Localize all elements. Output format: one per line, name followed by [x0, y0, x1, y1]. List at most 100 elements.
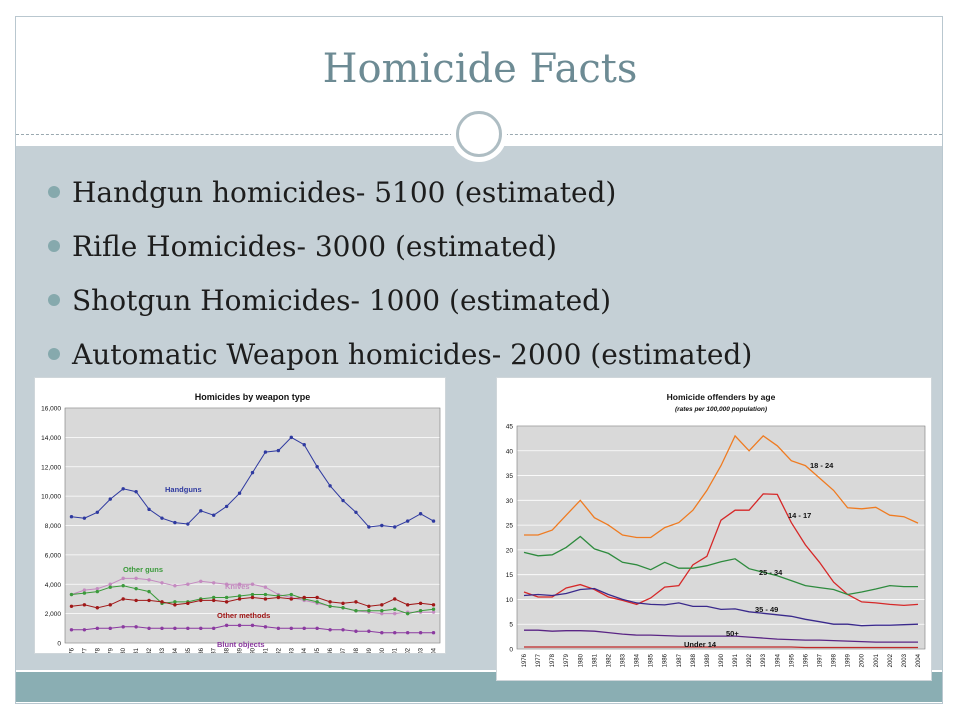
x-tick-label: 1983 — [621, 653, 627, 667]
x-tick-label: 2004 — [432, 647, 438, 653]
data-point — [405, 611, 410, 616]
series-line — [524, 434, 919, 539]
data-point — [82, 588, 87, 592]
x-tick-label: 1999 — [367, 647, 373, 653]
data-point — [315, 626, 319, 631]
data-point — [212, 581, 216, 585]
data-point — [134, 625, 138, 629]
data-point — [224, 623, 229, 628]
x-tick-label: 1983 — [160, 647, 166, 653]
x-tick-label: 1979 — [108, 647, 114, 653]
bullet-item: Handgun homicides- 5100 (estimated) — [48, 166, 752, 220]
data-point — [108, 582, 112, 586]
data-point — [393, 607, 397, 611]
data-point — [354, 600, 358, 604]
plot-area — [517, 426, 925, 649]
y-tick-label: 10 — [506, 597, 514, 604]
x-tick-label: 1977 — [536, 653, 542, 667]
data-point — [212, 513, 216, 517]
data-point — [147, 626, 151, 631]
data-point — [263, 592, 268, 597]
plot-border — [516, 425, 926, 650]
x-tick-label: 1977 — [82, 647, 88, 653]
data-point — [108, 497, 112, 501]
series-label: 14 - 17 — [788, 511, 811, 520]
y-tick-label: 0 — [509, 647, 513, 654]
data-point — [224, 582, 229, 586]
y-tick-label: 12,000 — [41, 464, 61, 471]
x-tick-label: 1980 — [121, 647, 127, 653]
x-tick-label: 2003 — [902, 653, 908, 667]
data-point — [328, 628, 332, 632]
y-tick-label: 40 — [506, 448, 514, 455]
data-point — [160, 581, 164, 585]
data-point — [82, 628, 87, 632]
data-point — [315, 600, 319, 604]
x-tick-label: 2000 — [380, 647, 386, 653]
data-point — [186, 601, 190, 606]
x-tick-label: 1992 — [276, 647, 282, 653]
chart-subtitle: (rates per 100,000 population) — [675, 406, 767, 413]
x-tick-label: 1986 — [199, 647, 205, 653]
data-point — [302, 595, 306, 600]
series-label: Other guns — [123, 565, 163, 574]
series-label: 18 - 24 — [810, 461, 834, 470]
x-tick-label: 1984 — [173, 647, 179, 653]
series-label: 25 - 34 — [759, 568, 783, 577]
data-point — [160, 626, 164, 631]
y-tick-label: 15 — [506, 572, 514, 579]
x-tick-label: 1976 — [522, 653, 528, 667]
data-point — [354, 629, 358, 633]
divider-ring-inner-icon — [456, 111, 502, 157]
data-point — [367, 608, 371, 613]
y-tick-label: 0 — [57, 641, 61, 648]
y-tick-label: 4,000 — [45, 582, 62, 589]
bullet-list: Handgun homicides- 5100 (estimated) Rifl… — [48, 166, 752, 382]
data-point — [250, 582, 255, 586]
data-point — [121, 597, 125, 601]
data-point — [69, 628, 74, 632]
data-point — [341, 606, 345, 610]
data-point — [328, 600, 332, 604]
x-tick-label: 1985 — [186, 647, 192, 653]
data-point — [367, 525, 371, 529]
data-point — [418, 608, 423, 613]
x-tick-label: 1995 — [789, 653, 795, 667]
chart-title: Homicide offenders by age — [667, 392, 776, 402]
series-line — [524, 629, 918, 643]
data-point — [431, 603, 436, 607]
x-tick-label: 1984 — [635, 653, 641, 667]
data-point — [237, 491, 242, 495]
data-point — [431, 631, 436, 635]
data-point — [224, 595, 229, 600]
x-tick-label: 1997 — [341, 647, 347, 653]
data-point — [250, 470, 255, 475]
data-point — [134, 490, 138, 494]
data-point — [95, 626, 100, 631]
series-label: Handguns — [165, 485, 202, 494]
x-tick-label: 1989 — [705, 653, 711, 667]
data-point — [289, 592, 293, 597]
x-tick-label: 1982 — [606, 653, 612, 667]
data-point — [302, 626, 306, 631]
bullet-item: Rifle Homicides- 3000 (estimated) — [48, 220, 752, 274]
bullet-text: Shotgun Homicides- 1000 (estimated) — [72, 284, 611, 317]
data-point — [69, 604, 74, 608]
data-point — [405, 631, 410, 635]
x-tick-label: 1978 — [95, 647, 101, 653]
x-tick-label: 2003 — [419, 647, 425, 653]
data-point — [341, 628, 345, 632]
data-point — [134, 576, 138, 581]
plot-border — [64, 407, 441, 644]
data-point — [82, 516, 87, 520]
data-point — [237, 623, 242, 628]
y-tick-label: 16,000 — [41, 406, 61, 413]
data-point — [289, 597, 293, 601]
data-point — [431, 610, 436, 614]
x-tick-label: 2002 — [406, 647, 412, 653]
slide-frame — [15, 16, 943, 704]
data-point — [289, 435, 293, 440]
data-point — [405, 603, 410, 607]
y-tick-label: 45 — [506, 424, 514, 431]
x-tick-label: 1988 — [691, 653, 697, 667]
